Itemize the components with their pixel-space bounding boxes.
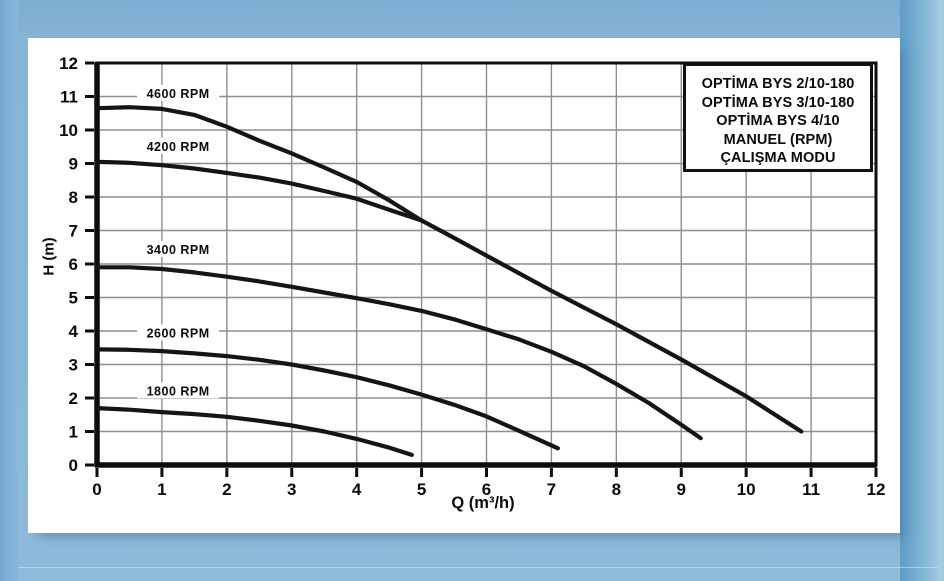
x-tick-label: 5 — [417, 480, 426, 499]
curve-label-backing — [137, 324, 220, 341]
curve-label-4600-rpm: 4600 RPM — [147, 87, 210, 101]
curve-4600-rpm — [94, 105, 804, 434]
curve-label-backing — [137, 137, 220, 154]
curve-label-4200-rpm: 4200 RPM — [147, 140, 210, 154]
y-tick-label: 9 — [69, 155, 78, 174]
legend-line-model-1: OPTİMA BYS 2/10-180 — [701, 76, 855, 92]
curve-4200-rpm — [94, 159, 424, 223]
page-seam-line — [18, 567, 938, 568]
y-tick-label: 8 — [69, 188, 78, 207]
y-tick-label: 3 — [69, 356, 78, 375]
page-right-blue-strip — [900, 0, 944, 581]
x-tick-label: 12 — [867, 480, 886, 499]
y-tick-label: 6 — [69, 255, 78, 274]
x-tick-label: 10 — [737, 480, 756, 499]
y-tick-label: 11 — [60, 88, 78, 107]
curve-3400-rpm — [94, 265, 703, 441]
legend-line-mode: MANUEL (RPM) — [723, 131, 833, 148]
curve-2600-rpm — [94, 347, 560, 451]
y-tick-label: 2 — [69, 389, 78, 408]
chart-panel: 0 1 2 3 4 5 6 7 8 9 10 11 12 0 1 2 3 4 5 6 7 8 9 10 11 12 4600 RPM… — [28, 38, 900, 533]
x-tick-label: 3 — [287, 480, 296, 499]
curve-label-2600-rpm: 2600 RPM — [147, 326, 210, 340]
y-tick-label: 7 — [69, 222, 78, 241]
legend-line-model-3: OPTİMA BYS 4/10 — [716, 113, 840, 130]
curve-label-backing — [137, 382, 220, 399]
legend-line-model-2: OPTİMA BYS 3/10-180 — [701, 94, 855, 111]
x-tick-label: 11 — [802, 480, 820, 499]
y-tick-label: 0 — [69, 456, 78, 475]
x-tick-label: 1 — [157, 480, 166, 499]
x-axis-title: Q (m³/h) — [451, 494, 515, 512]
y-tick-label: 1 — [69, 423, 78, 442]
y-tick-label: 10 — [59, 121, 78, 140]
y-tick-label: 5 — [69, 289, 78, 308]
x-tick-label: 7 — [547, 480, 556, 499]
x-tick-label: 0 — [92, 480, 101, 499]
legend-box: OPTİMA BYS 2/10-180 OPTİMA BYS 3/10-180 … — [683, 63, 873, 172]
y-axis-title: H (m) — [40, 237, 58, 276]
x-tick-label: 9 — [677, 480, 686, 499]
curve-label-backing — [137, 84, 220, 101]
page-left-edge-band — [0, 0, 18, 581]
x-tick-label: 2 — [222, 480, 231, 499]
curve-label-backing — [137, 240, 220, 257]
legend-line-mode-2: ÇALIŞMA MODU — [720, 150, 836, 167]
y-tick-label: 12 — [59, 54, 78, 73]
y-tick-label: 4 — [69, 322, 79, 341]
x-tick-label: 4 — [352, 480, 362, 499]
x-tick-label: 8 — [612, 480, 621, 499]
curve-label-1800-rpm: 1800 RPM — [147, 384, 210, 398]
curve-label-3400-rpm: 3400 RPM — [147, 243, 210, 257]
curve-1800-rpm — [94, 406, 414, 457]
x-tick-label: 6 — [482, 480, 491, 499]
